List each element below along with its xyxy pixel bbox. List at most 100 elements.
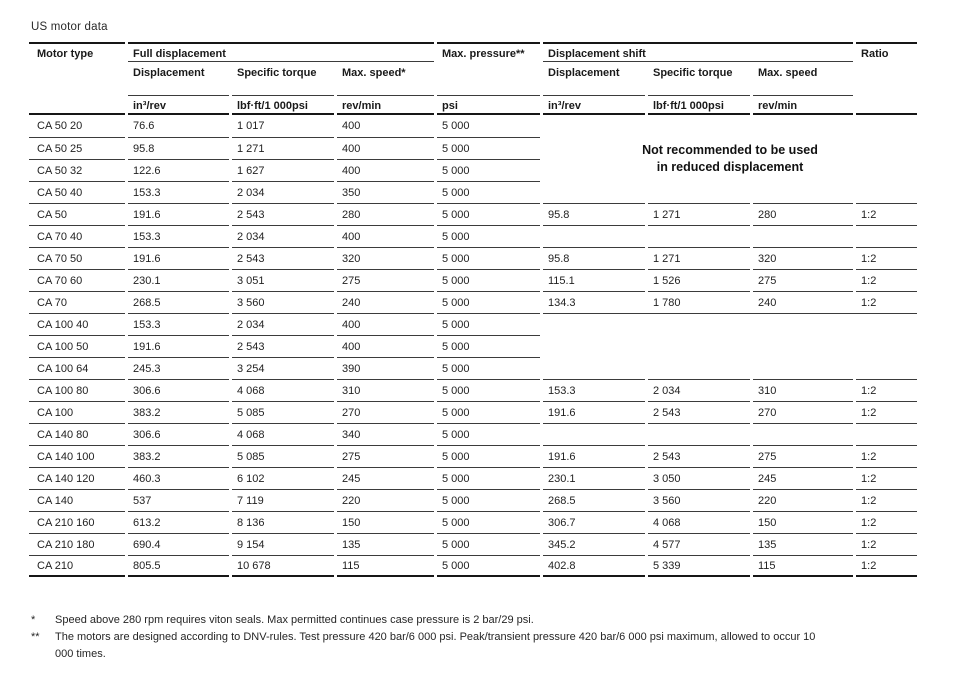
cell-value: 1:2	[856, 445, 918, 467]
unit-speed-full: rev/min	[337, 96, 434, 115]
page-title: US motor data	[31, 21, 108, 33]
cell-value: 3 254	[232, 357, 334, 379]
cell-value: 270	[753, 401, 854, 423]
cell-motor-type: CA 100 50	[29, 335, 125, 357]
cell-value: 1 271	[648, 203, 750, 225]
footnote-text: The motors are designed according to DNV…	[55, 631, 816, 660]
cell-motor-type: CA 70 40	[29, 225, 125, 247]
cell-value: 4 068	[648, 511, 750, 533]
cell-value: 690.4	[128, 533, 229, 555]
empty-shift-region	[543, 313, 918, 379]
cell-value: 537	[128, 489, 229, 511]
motor-data-table: Motor type Full displacement Max. pressu…	[26, 42, 920, 577]
cell-value: 320	[337, 247, 434, 269]
cell-value: 5 000	[437, 269, 540, 291]
cell-value: 310	[753, 379, 854, 401]
table-row: CA 210 805.5 10 678 115 5 000 402.8 5 339 115 1:…	[29, 555, 918, 577]
cell-value	[753, 225, 854, 247]
cell-value: 2 543	[648, 401, 750, 423]
cell-value: 306.6	[128, 379, 229, 401]
cell-value: 306.7	[543, 511, 645, 533]
cell-value: 402.8	[543, 555, 645, 577]
cell-value: 400	[337, 225, 434, 247]
cell-value: 1:2	[856, 555, 918, 577]
cell-value: 1:2	[856, 247, 918, 269]
cell-value: 230.1	[543, 467, 645, 489]
cell-value: 5 000	[437, 423, 540, 445]
cell-motor-type: CA 100 40	[29, 313, 125, 335]
table-row: CA 50 25 95.8 1 271 400 5 000	[29, 137, 917, 159]
cell-value: 7 119	[232, 489, 334, 511]
cell-value: 95.8	[128, 137, 229, 159]
cell-value: 5 000	[437, 203, 540, 225]
table-row: CA 140 120 460.3 6 102 245 5 000 230.1 3 050 24…	[29, 467, 918, 489]
cell-value: 5 085	[232, 401, 334, 423]
cell-motor-type: CA 210 160	[29, 511, 125, 533]
table-row: CA 100 40 153.3 2 034 400 5 000	[29, 313, 918, 335]
note-line: Not recommended to be used	[642, 143, 818, 157]
table-row: CA 210 180 690.4 9 154 135 5 000 345.2 4 577 13…	[29, 533, 918, 555]
table-row: CA 70 50 191.6 2 543 320 5 000 95.8 1 271 320 1:…	[29, 247, 918, 269]
cell-value: 400	[337, 313, 434, 335]
cell-value: 191.6	[128, 247, 229, 269]
cell-value: 1 627	[232, 159, 334, 181]
header-group-full-displacement: Full displacement	[128, 42, 434, 62]
cell-value: 5 000	[437, 555, 540, 577]
cell-value: 3 560	[648, 489, 750, 511]
cell-value: 76.6	[133, 120, 155, 132]
cell-motor-type: CA 210 180	[29, 533, 125, 555]
cell-value: 3 050	[648, 467, 750, 489]
cell-value	[856, 423, 918, 445]
cell-value: 2 034	[648, 379, 750, 401]
cell-value: 153.3	[128, 181, 229, 203]
cell-motor-type: CA 50 25	[29, 137, 125, 159]
note-line: in reduced displacement	[656, 160, 804, 174]
cell-value: 270	[337, 401, 434, 423]
cell-value: 5 000	[437, 357, 540, 379]
cell-motor-type: CA 140 120	[29, 467, 125, 489]
cell-value: 191.6	[543, 401, 645, 423]
cell-value: 383.2	[128, 445, 229, 467]
cell-value: 5 000	[437, 533, 540, 555]
cell-value: 4 068	[232, 423, 334, 445]
table-row: CA 140 80 306.6 4 068 340 5 000	[29, 423, 918, 445]
cell-value: 275	[753, 445, 854, 467]
footnote-marker: *	[31, 614, 36, 626]
cell-value: 5 000	[437, 379, 540, 401]
cell-value: 191.6	[543, 445, 645, 467]
cell-value: 5 000	[437, 247, 540, 269]
unit-torque-shift: lbf·ft/1 000psi	[648, 96, 750, 115]
subheader-max-speed-shift: Max. speed	[753, 62, 854, 96]
cell-value: 10 678	[232, 555, 334, 577]
unit-speed-shift: rev/min	[753, 96, 854, 115]
cell-value	[648, 225, 750, 247]
cell-motor-type: CA 50	[29, 203, 125, 225]
not-recommended-note: Not recommended to be used in reduced dis…	[543, 115, 917, 203]
cell-value: 1:2	[856, 467, 918, 489]
cell-value: 805.5	[128, 555, 229, 577]
cell-value: 1:2	[856, 401, 918, 423]
cell-value: 4 068	[232, 379, 334, 401]
cell-value: 3 560	[232, 291, 334, 313]
cell-value: 153.3	[543, 379, 645, 401]
cell-value: 135	[337, 533, 434, 555]
cell-value: 1:2	[856, 379, 918, 401]
cell-value: 613.2	[128, 511, 229, 533]
cell-value: 400	[337, 137, 434, 159]
cell-value: 345.2	[543, 533, 645, 555]
cell-value: 268.5	[543, 489, 645, 511]
cell-value: 5 000	[437, 511, 540, 533]
cell-value: 280	[753, 203, 854, 225]
cell-value: 5 000	[437, 467, 540, 489]
cell-value: 220	[337, 489, 434, 511]
table-row: CA 100 64 245.3 3 254 390 5 000	[29, 357, 917, 379]
cell-value: 400	[337, 335, 434, 357]
cell-motor-type: CA 70 60	[29, 269, 125, 291]
cell-value: 245	[753, 467, 854, 489]
cell-value: 95.8	[543, 247, 645, 269]
cell-value: 122.6	[128, 159, 229, 181]
cell-value: 5 000	[437, 335, 540, 357]
cell-value: 5 085	[232, 445, 334, 467]
cell-motor-type: CA 140 100	[29, 445, 125, 467]
